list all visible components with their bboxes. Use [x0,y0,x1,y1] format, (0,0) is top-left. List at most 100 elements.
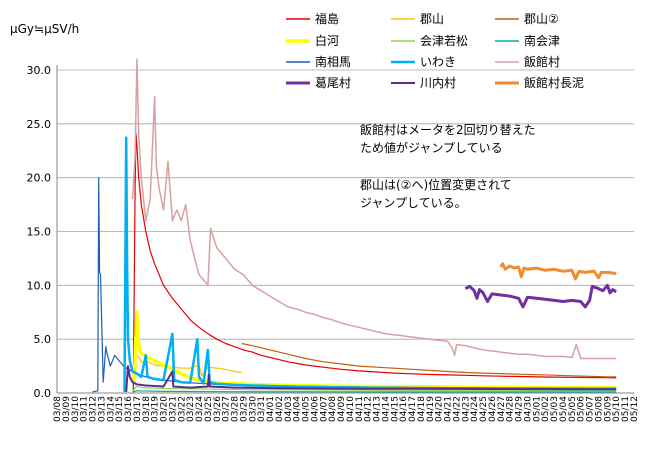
x-tick-label: 03/10 [71,396,81,422]
x-tick-label: 04/20 [435,396,445,422]
annotation-line-3: 郡山は(②へ)位置変更されて [360,177,512,192]
x-tick-label: 04/18 [417,396,427,422]
annotation-line-4: ジャンプしている。 [360,196,467,210]
legend-label-2: 郡山② [524,12,559,26]
x-tick-label: 04/01 [266,396,276,422]
x-tick-label: 03/09 [62,396,72,422]
x-tick-label: 03/13 [97,396,107,422]
x-tick-label: 03/30 [248,396,258,422]
y-tick-label: 30.0 [27,64,52,77]
x-tick-label: 04/05 [302,396,312,422]
series-line-10 [125,365,617,392]
x-tick-label: 03/28 [231,396,241,422]
x-tick-label: 03/08 [53,396,63,422]
legend-label-3: 白河 [315,33,339,48]
legend-label-4: 会津若松 [420,34,468,48]
x-tick-label: 05/05 [568,396,578,422]
x-tick-label: 04/15 [390,396,400,422]
x-tick-label: 03/22 [177,396,187,422]
x-tick-label: 05/12 [630,396,640,422]
x-tick-label: 04/02 [275,396,285,422]
x-tick-label: 05/11 [621,396,631,422]
x-tick-label: 04/14 [381,396,391,422]
series-line-2 [241,342,617,378]
x-tick-label: 03/21 [168,396,178,422]
x-tick-label: 03/15 [115,396,125,422]
y-tick-label: 5.0 [34,333,52,346]
legend-label-11: 飯館村長泥 [524,75,584,90]
y-tick-label: 0.0 [34,387,52,400]
x-tick-label: 05/02 [541,396,551,422]
x-tick-label: 04/23 [461,396,471,422]
x-tick-label: 03/24 [195,396,205,422]
legend-label-8: 飯館村 [524,54,560,69]
x-tick-label: 04/22 [452,396,462,422]
series-line-8 [131,58,617,360]
x-tick-label: 04/09 [337,396,347,422]
legend-label-0: 福島 [315,11,339,26]
x-tick-label: 05/06 [577,396,587,422]
series-lines [92,58,617,393]
y-tick-label: 10.0 [27,279,52,292]
x-tick-label: 05/07 [586,396,596,422]
x-tick-label: 05/03 [550,396,560,422]
x-tick-label: 04/30 [523,396,533,422]
x-tick-label: 04/10 [346,396,356,422]
x-tick-label: 04/12 [364,396,374,422]
series-line-4 [131,385,617,393]
x-tick-label: 04/13 [373,396,383,422]
x-tick-label: 03/14 [106,396,116,422]
x-tick-label: 03/20 [160,396,170,422]
x-tick-label: 05/08 [594,396,604,422]
x-tick-label: 04/08 [328,396,338,422]
x-tick-label: 03/16 [124,396,134,422]
x-tick-label: 03/18 [142,396,152,422]
x-tick-label: 04/29 [515,396,525,422]
x-tick-label: 04/16 [399,396,409,422]
x-tick-label: 04/21 [444,396,454,422]
x-tick-label: 03/11 [80,396,90,422]
x-tick-label: 05/01 [532,396,542,422]
series-line-11 [499,262,617,281]
legend-label-6: 南相馬 [315,54,351,69]
grid-lines [57,69,634,340]
annotation-notes: 飯館村はメータを2回切り替えた ため値がジャンプしている 郡山は(②へ)位置変更… [360,122,536,210]
x-tick-label: 04/27 [497,396,507,422]
x-tick-label: 04/24 [470,396,480,422]
series-line-9 [464,283,617,309]
x-tick-label: 03/29 [239,396,249,422]
series-line-5 [132,390,617,393]
legend-label-10: 川内村 [420,76,456,90]
x-tick-label: 04/28 [506,396,516,422]
x-tick-label: 05/10 [612,396,622,422]
y-tick-labels: 0.0 5.0 10.0 15.0 20.0 25.0 30.0 [27,64,52,400]
x-tick-label: 04/11 [355,396,365,422]
x-tick-label: 04/26 [488,396,498,422]
legend-label-9: 葛尾村 [315,76,351,90]
x-tick-label: 04/17 [408,396,418,422]
x-tick-label: 04/25 [479,396,489,422]
annotation-line-2: ため値がジャンプしている [360,140,503,155]
x-tick-label: 04/06 [310,396,320,422]
legend-label-7: いわき [420,55,456,69]
y-tick-label: 15.0 [27,226,52,239]
y-tick-label: 20.0 [27,172,52,185]
series-line-1 [131,353,242,383]
series-line-0 [132,132,617,392]
x-tick-label: 03/17 [133,396,143,422]
x-tick-label: 04/03 [284,396,294,422]
axes [56,65,634,394]
x-tick-label: 03/27 [222,396,232,422]
x-tick-label: 05/09 [603,396,613,422]
x-tick-label: 04/04 [293,396,303,422]
x-tick-label: 03/12 [89,396,99,422]
x-tick-label: 03/26 [213,396,223,422]
y-axis-label: µGy≒µSV/h [10,22,79,36]
x-tick-label: 04/07 [319,396,329,422]
annotation-line-1: 飯館村はメータを2回切り替えた [360,122,536,137]
x-tick-label: 04/19 [426,396,436,422]
y-tick-label: 25.0 [27,118,52,131]
